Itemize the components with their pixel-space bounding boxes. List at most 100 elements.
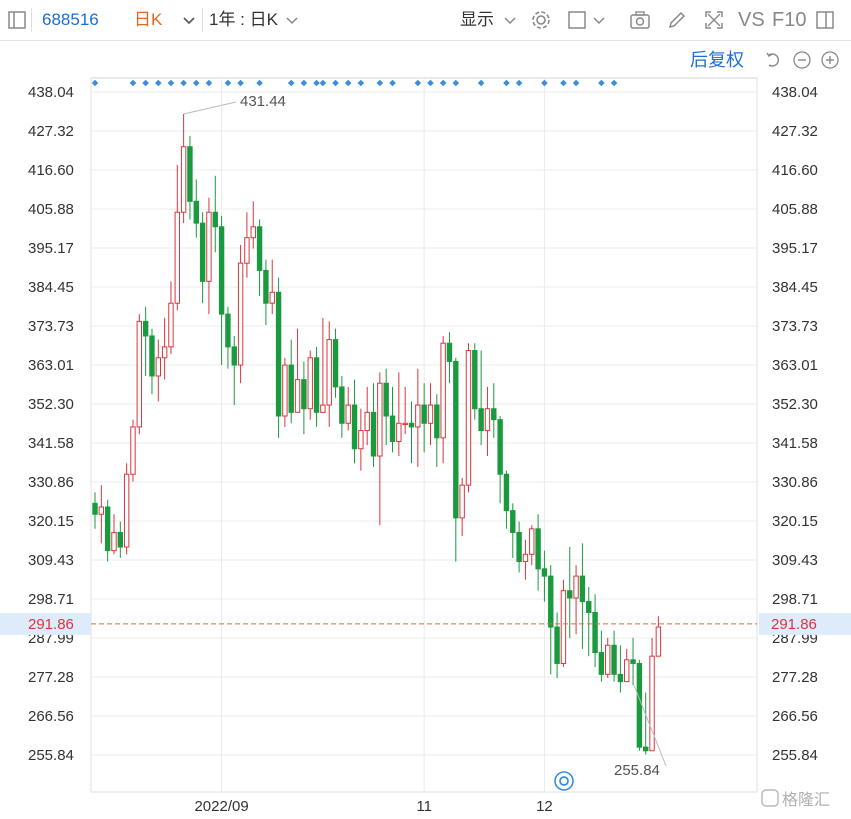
candle-body-up (655, 626, 662, 657)
event-marker[interactable] (477, 79, 485, 87)
compare-button[interactable]: VS (738, 9, 765, 31)
panel-icon[interactable] (6, 9, 28, 31)
event-marker[interactable] (167, 79, 175, 87)
event-marker[interactable] (414, 79, 422, 87)
event-marker[interactable] (180, 79, 187, 87)
event-marker[interactable] (560, 79, 567, 87)
locate-icon[interactable] (554, 771, 574, 791)
candle-body-up (123, 473, 130, 548)
candle-body-up (427, 404, 434, 424)
event-marker[interactable] (610, 79, 618, 87)
candle-body-up (573, 575, 579, 599)
event-marker[interactable] (192, 79, 200, 87)
x-date-label: 12 (536, 798, 553, 815)
y-tick-label-left: 330.86 (28, 474, 74, 491)
event-marker[interactable] (452, 79, 460, 87)
event-marker[interactable] (300, 79, 308, 87)
event-marker[interactable] (155, 79, 162, 87)
candle-body-down (332, 339, 339, 388)
candle-body-down (275, 291, 282, 417)
candle-body-down (313, 357, 320, 413)
candle-body-down (541, 568, 548, 577)
candle-body-up (250, 226, 256, 239)
candle-body-up (377, 382, 383, 457)
stock-code[interactable]: 688516 (42, 10, 99, 29)
period-selector[interactable]: 日K (134, 10, 163, 29)
event-marker[interactable] (91, 79, 99, 87)
square-icon[interactable] (566, 9, 588, 31)
event-marker[interactable] (256, 79, 263, 87)
pencil-icon[interactable] (666, 9, 688, 31)
y-tick-label-left: 416.60 (28, 162, 74, 179)
candle-body-down (370, 411, 377, 457)
candle-body-up (244, 237, 250, 264)
event-marker[interactable] (287, 79, 295, 87)
event-marker[interactable] (427, 79, 434, 87)
display-menu[interactable]: 显示 (460, 10, 494, 29)
event-marker[interactable] (515, 79, 523, 87)
candles (92, 113, 662, 755)
gear-icon[interactable] (530, 9, 552, 31)
current-price-tag-left (0, 612, 91, 635)
event-marker[interactable] (572, 79, 580, 87)
candle-body-up (396, 422, 402, 442)
y-tick-label-left: 427.32 (28, 123, 74, 140)
zoom-out-icon[interactable] (793, 51, 811, 69)
event-marker[interactable] (598, 79, 605, 87)
candle-body-up (282, 364, 288, 417)
event-marker[interactable] (142, 79, 149, 87)
event-marker[interactable] (237, 79, 244, 87)
candle-body-up (174, 211, 180, 304)
candlestick-chart[interactable]: 438.04 438.04 427.32 427.32 416.60 416.60 405.… (0, 40, 851, 819)
event-marker[interactable] (319, 79, 327, 87)
y-tick-label-left: 384.45 (28, 279, 74, 296)
chevron-down-icon[interactable] (499, 9, 521, 31)
candle-body-down (554, 626, 560, 664)
event-marker[interactable] (344, 79, 352, 87)
f10-button[interactable]: F10 (772, 9, 807, 31)
window-icon[interactable] (814, 9, 836, 31)
chevron-down-icon[interactable] (281, 9, 303, 31)
candle-body-down (579, 575, 586, 603)
y-tick-label-right: 341.58 (772, 435, 818, 452)
event-marker[interactable] (205, 79, 213, 87)
event-marker[interactable] (541, 79, 548, 87)
undo-icon[interactable] (766, 52, 779, 67)
zoom-in-icon[interactable] (821, 51, 839, 69)
camera-icon[interactable] (629, 9, 651, 31)
y-tick-label-left: 255.84 (28, 747, 74, 764)
event-marker[interactable] (224, 79, 232, 87)
candle-body-up (415, 404, 421, 428)
fullscreen-icon[interactable] (703, 9, 725, 31)
candle-body-up (624, 659, 630, 683)
event-marker[interactable] (439, 79, 447, 87)
candle-body-down (117, 531, 124, 548)
event-marker[interactable] (357, 79, 365, 87)
candle-body-up (294, 379, 301, 413)
candle-body-down (193, 200, 199, 224)
y-tick-label-right: 395.17 (772, 240, 818, 257)
event-marker[interactable] (129, 79, 137, 87)
y-tick-label-left: 341.58 (28, 435, 74, 452)
candle-body-down (187, 146, 193, 202)
event-marker[interactable] (389, 79, 396, 87)
range-selector[interactable]: 1年 : 日K (209, 10, 278, 29)
event-marker[interactable] (376, 79, 384, 87)
current-price-label-right: 291.86 (771, 616, 817, 633)
chevron-down-icon[interactable] (588, 9, 610, 31)
y-tick-label-right: 384.45 (772, 279, 818, 296)
candle-body-down (212, 211, 218, 228)
event-marker[interactable] (503, 79, 510, 87)
event-marker[interactable] (313, 79, 320, 87)
candle-body-down (548, 575, 554, 628)
chevron-down-icon[interactable] (178, 9, 200, 31)
event-markers (91, 79, 618, 87)
candle-body-down (149, 335, 155, 377)
y-tick-label-left: 309.43 (28, 552, 74, 569)
adjust-button[interactable]: 后复权 (690, 50, 744, 70)
y-tick-label-right: 352.30 (772, 396, 818, 413)
event-marker[interactable] (332, 79, 339, 87)
candle-body-up (111, 531, 117, 552)
candle-body-up (237, 262, 244, 366)
candle-body-down (351, 404, 358, 450)
